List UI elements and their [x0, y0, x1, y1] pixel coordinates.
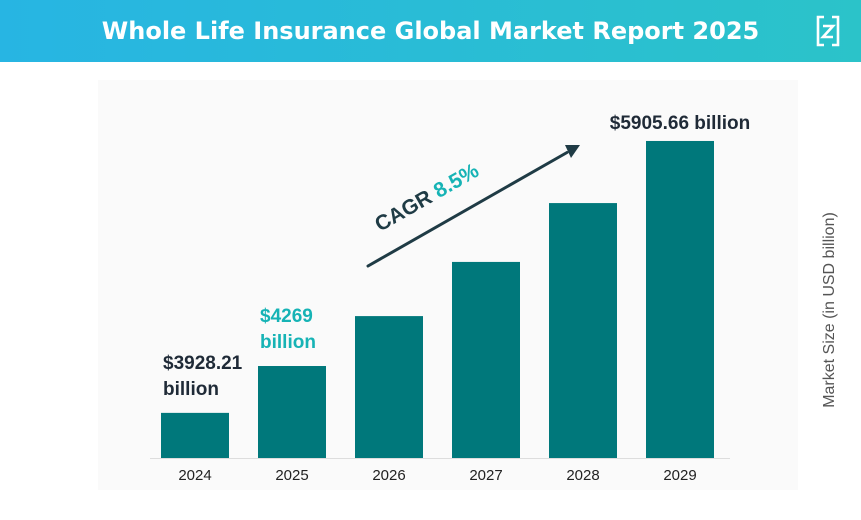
x-tick-label: 2029: [663, 467, 696, 484]
x-tick-label: 2025: [275, 467, 308, 484]
bar-2025: [258, 366, 326, 458]
cagr-arrow-head-icon: [565, 145, 580, 158]
bar-2027: [452, 261, 520, 458]
data-label: $4269: [260, 306, 313, 327]
bar-2024: [161, 412, 229, 458]
page-title: Whole Life Insurance Global Market Repor…: [101, 17, 760, 45]
data-label: $3928.21: [163, 353, 243, 374]
y-axis-label: Market Size (in USD billion): [821, 212, 838, 408]
brand-logo-icon: [816, 15, 840, 47]
data-label: billion: [163, 379, 219, 400]
bar-2029: [646, 140, 714, 459]
bar-2026: [355, 316, 423, 458]
x-tick-label: 2028: [566, 467, 599, 484]
bar-2028: [549, 203, 617, 458]
header-bar: Whole Life Insurance Global Market Repor…: [0, 0, 861, 62]
cagr-label: CAGR 8.5%: [371, 159, 483, 236]
x-tick-label: 2024: [178, 467, 211, 484]
data-label: billion: [260, 332, 316, 353]
x-tick-label: 2026: [372, 467, 405, 484]
x-tick-label: 2027: [469, 467, 502, 484]
data-label: $5905.66 billion: [610, 113, 750, 134]
cagr-arrow-line: [366, 151, 569, 268]
